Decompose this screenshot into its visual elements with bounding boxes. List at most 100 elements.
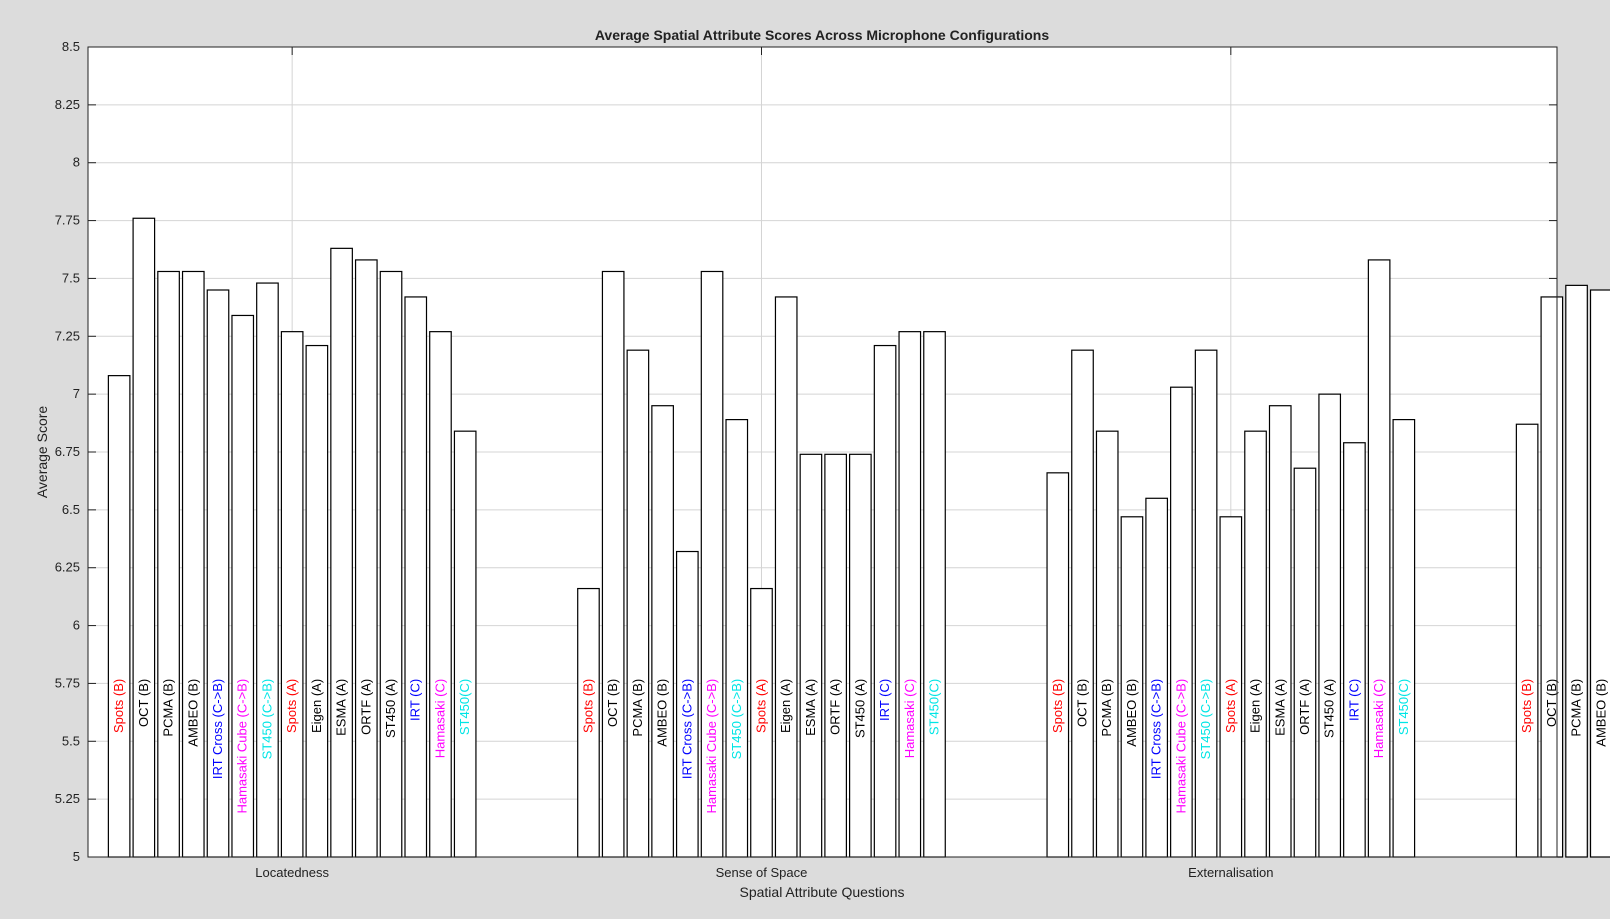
x-tick-label: Externalisation: [1188, 865, 1273, 880]
bar: [1268, 405, 1292, 858]
bar-label: Eigen (A): [309, 679, 324, 733]
bar: [453, 430, 477, 858]
y-tick-label: 6.75: [55, 444, 80, 459]
bar: [256, 282, 279, 858]
bar: [1046, 472, 1070, 858]
bar: [923, 331, 946, 858]
y-tick-label: 7.25: [55, 328, 80, 343]
bar-label: ST450(C): [457, 679, 472, 735]
bar-label: ST450 (C->B): [729, 679, 744, 760]
bar: [1343, 442, 1366, 858]
bar-label: OCT (B): [1544, 679, 1559, 727]
bar-label: ST450(C): [927, 679, 942, 735]
y-tick-label: 8.25: [55, 97, 80, 112]
bar: [898, 331, 922, 858]
bar-label: Spots (B): [1050, 679, 1065, 733]
y-tick-label: 6.25: [55, 560, 80, 575]
x-axis-label: Spatial Attribute Questions: [740, 884, 905, 900]
bar-label: AMBEO (B): [1593, 679, 1608, 747]
bar-label: IRT Cross (C->B): [679, 679, 694, 779]
bar: [107, 375, 131, 858]
bar-label: IRT Cross (C->B): [1149, 679, 1164, 779]
bar-label: PCMA (B): [630, 679, 645, 737]
bar: [1565, 284, 1588, 858]
bar-label: ST450 (C->B): [1198, 679, 1213, 760]
bar-label: Spots (A): [284, 679, 299, 733]
bar: [305, 344, 329, 858]
y-tick-label: 7: [73, 386, 80, 401]
y-axis-label: Average Score: [34, 406, 50, 499]
bar: [1071, 349, 1094, 858]
y-tick-label: 5.25: [55, 791, 80, 806]
bar-label: Hamasaki Cube (C->B): [704, 679, 719, 814]
bar: [799, 453, 823, 858]
bar: [1194, 349, 1218, 858]
bar-label: Spots (A): [753, 679, 768, 733]
bar-label: IRT Cross (C->B): [210, 679, 225, 779]
bar: [330, 247, 353, 858]
bar-label: PCMA (B): [161, 679, 176, 737]
bar-label: Hamasaki (C): [432, 679, 447, 758]
bar: [1540, 296, 1564, 858]
bar: [1244, 430, 1267, 858]
bar-label: ESMA (A): [1272, 679, 1287, 736]
bar: [1145, 497, 1169, 858]
bar-label: OCT (B): [1075, 679, 1090, 727]
bar-label: IRT (C): [1346, 679, 1361, 721]
bar: [354, 259, 378, 858]
bar-label: IRT (C): [408, 679, 423, 721]
bar-label: AMBEO (B): [185, 679, 200, 747]
bar: [873, 344, 897, 858]
x-tick-label: Sense of Space: [716, 865, 808, 880]
bar: [1293, 467, 1317, 858]
bar-label: ST450 (C->B): [259, 679, 274, 760]
y-tick-label: 5.75: [55, 675, 80, 690]
bar: [280, 331, 304, 858]
chart-title: Average Spatial Attribute Scores Across …: [595, 27, 1050, 43]
bar: [181, 270, 205, 858]
bar: [849, 453, 872, 858]
bar-label: ST450 (A): [383, 679, 398, 738]
bar-label: OCT (B): [136, 679, 151, 727]
bar-label: IRT (C): [877, 679, 892, 721]
bar: [1318, 393, 1342, 858]
bar: [774, 296, 798, 858]
y-tick-label: 7.75: [55, 213, 80, 228]
bar-label: Eigen (A): [778, 679, 793, 733]
bar-label: Spots (B): [580, 679, 595, 733]
y-tick-label: 6: [73, 618, 80, 633]
bar: [1589, 289, 1610, 858]
y-tick-label: 8: [73, 155, 80, 170]
bar: [1367, 259, 1391, 858]
bar-label: ST450 (A): [852, 679, 867, 738]
bar-label: Spots (B): [1519, 679, 1534, 733]
bar: [132, 217, 156, 858]
y-tick-label: 5.5: [62, 733, 80, 748]
y-tick-label: 7.5: [62, 270, 80, 285]
bar-label: ST450(C): [1396, 679, 1411, 735]
y-tick-label: 8.5: [62, 39, 80, 54]
bar: [601, 270, 625, 858]
y-tick-label: 5: [73, 849, 80, 864]
bar: [725, 419, 749, 858]
bar-label: Hamasaki Cube (C->B): [1173, 679, 1188, 814]
bar-label: AMBEO (B): [655, 679, 670, 747]
bar: [404, 296, 428, 858]
bar: [429, 331, 452, 858]
bar-label: Eigen (A): [1248, 679, 1263, 733]
bar: [824, 453, 847, 858]
bar: [626, 349, 650, 858]
bar: [651, 405, 674, 858]
bar-label: ESMA (A): [334, 679, 349, 736]
bar: [1392, 419, 1416, 858]
bar-label: ESMA (A): [803, 679, 818, 736]
bar-label: Hamasaki (C): [1371, 679, 1386, 758]
bar-label: PCMA (B): [1569, 679, 1584, 737]
bar-label: ORTF (A): [358, 679, 373, 735]
bar: [157, 270, 180, 858]
x-tick-label: Locatedness: [255, 865, 329, 880]
y-tick-label: 6.5: [62, 502, 80, 517]
bar: [1515, 423, 1539, 858]
axes-box: [87, 46, 1558, 858]
